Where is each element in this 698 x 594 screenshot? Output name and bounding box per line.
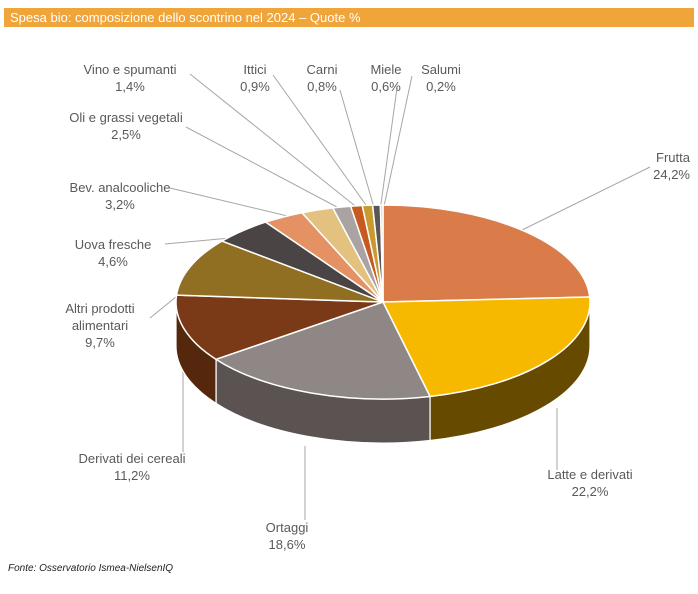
label-salumi: Salumi 0,2% xyxy=(421,61,461,95)
label-name: Oli e grassi vegetali xyxy=(69,110,183,125)
label-name: Frutta xyxy=(656,150,690,165)
label-frutta: Frutta 24,2% xyxy=(653,149,690,183)
label-name: Salumi xyxy=(421,62,461,77)
label-name: Miele xyxy=(370,62,402,77)
label-name: Ittici xyxy=(243,62,267,77)
label-value: 0,6% xyxy=(371,79,401,94)
label-name: Carni xyxy=(306,62,338,77)
label-value: 9,7% xyxy=(85,335,115,350)
leader-line-12 xyxy=(382,75,413,212)
label-name: Uova fresche xyxy=(74,237,152,252)
label-value: 3,2% xyxy=(105,197,135,212)
label-name: Altri prodotti alimentari xyxy=(65,301,135,333)
label-ortaggi: Ortaggi 18,6% xyxy=(266,519,309,553)
label-ittici: Ittici 0,9% xyxy=(240,61,270,95)
leader-line-10 xyxy=(339,89,376,212)
slice-altri-prodotti-alimentari xyxy=(175,240,384,303)
label-uova: Uova fresche 4,6% xyxy=(75,236,152,270)
label-value: 18,6% xyxy=(268,537,306,552)
label-value: 0,2% xyxy=(426,79,456,94)
label-carni: Carni 0,8% xyxy=(306,61,337,95)
label-value: 11,2% xyxy=(114,468,150,483)
label-name: Bev. analcooliche xyxy=(69,180,171,195)
label-derivati: Derivati dei cereali 11,2% xyxy=(79,450,186,484)
label-value: 0,9% xyxy=(240,79,270,94)
slice-ortaggi xyxy=(215,301,431,400)
leader-line-9 xyxy=(272,74,372,213)
label-vino: Vino e spumanti 1,4% xyxy=(84,61,177,95)
label-value: 0,8% xyxy=(307,79,337,94)
slice-derivati-dei-cereali xyxy=(175,294,384,361)
slice-latte-e-derivati xyxy=(382,296,591,398)
leader-line-11 xyxy=(379,87,398,212)
label-value: 2,5% xyxy=(111,127,141,142)
label-name: Vino e spumanti xyxy=(83,62,177,77)
slice-frutta xyxy=(382,204,591,303)
label-value: 24,2% xyxy=(653,167,690,182)
label-miele: Miele 0,6% xyxy=(370,61,401,95)
label-value: 22,2% xyxy=(571,484,609,499)
label-value: 1,4% xyxy=(115,79,145,94)
label-latte: Latte e derivati 22,2% xyxy=(547,466,632,500)
label-value: 4,6% xyxy=(98,254,128,269)
label-bevande: Bev. analcooliche 3,2% xyxy=(70,179,171,213)
slice-salumi xyxy=(379,204,384,303)
source-note: Fonte: Osservatorio Ismea-NielsenIQ xyxy=(8,563,174,574)
label-name: Derivati dei cereali xyxy=(78,451,186,466)
leader-line-6 xyxy=(169,187,301,220)
leader-line-7 xyxy=(185,126,353,216)
leader-line-0 xyxy=(517,166,651,233)
chart-title-bar: Spesa bio: composizione dello scontrino … xyxy=(4,8,694,27)
label-name: Latte e derivati xyxy=(547,467,633,482)
label-oli: Oli e grassi vegetali 2,5% xyxy=(69,109,182,143)
label-altri: Altri prodotti alimentari 9,7% xyxy=(50,300,150,351)
leader-line-8 xyxy=(189,73,365,214)
label-name: Ortaggi xyxy=(265,520,309,535)
